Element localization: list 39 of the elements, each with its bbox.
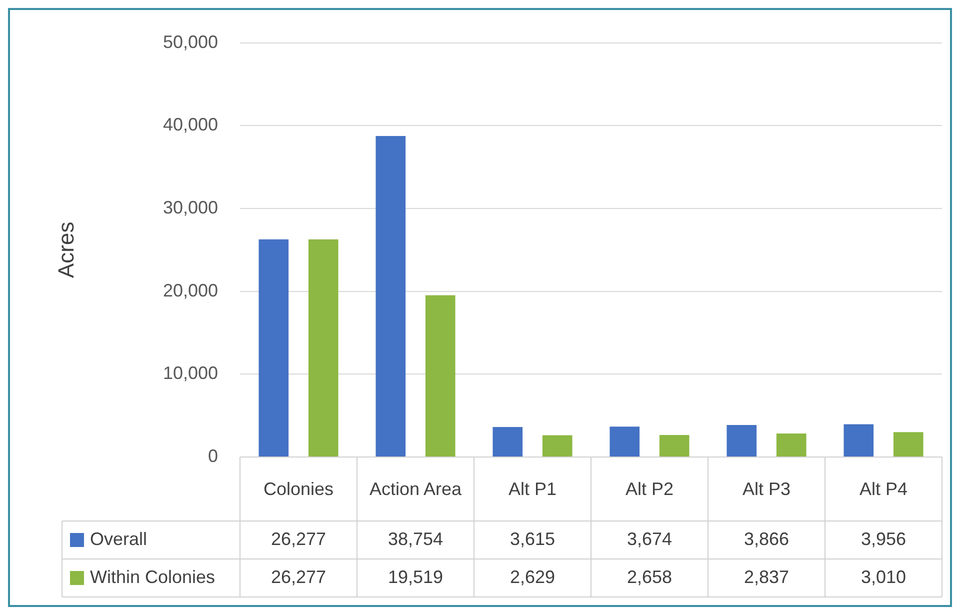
data-label: 19,519 bbox=[388, 566, 444, 587]
y-tick-label: 0 bbox=[208, 446, 218, 466]
x-tick-label: Action Area bbox=[369, 478, 463, 499]
x-tick-label: Colonies bbox=[263, 478, 334, 499]
data-label: 3,615 bbox=[510, 528, 556, 549]
bar bbox=[425, 295, 456, 456]
bar bbox=[844, 424, 874, 456]
legend-label: Within Colonies bbox=[90, 566, 216, 587]
y-tick-label: 50,000 bbox=[162, 32, 218, 52]
bar bbox=[659, 434, 690, 456]
bar bbox=[376, 136, 406, 456]
bar bbox=[776, 434, 806, 456]
data-label: 3,866 bbox=[744, 528, 790, 549]
bar bbox=[492, 427, 523, 456]
data-label: 38,754 bbox=[388, 528, 444, 549]
bar bbox=[308, 239, 338, 456]
x-tick-label: Alt P4 bbox=[859, 478, 908, 499]
x-tick-label: Alt P3 bbox=[742, 478, 791, 499]
bar bbox=[542, 435, 572, 456]
data-label: 2,658 bbox=[626, 566, 672, 587]
x-tick-label: Alt P2 bbox=[625, 478, 674, 499]
data-label: 3,674 bbox=[626, 528, 672, 549]
y-tick-label: 30,000 bbox=[162, 197, 218, 218]
x-tick-label: Alt P1 bbox=[508, 478, 557, 499]
data-label: 3,956 bbox=[860, 528, 906, 549]
y-tick-label: 10,000 bbox=[162, 363, 218, 384]
y-tick-label: 40,000 bbox=[162, 114, 218, 135]
data-label: 2,837 bbox=[744, 566, 790, 587]
bar bbox=[610, 426, 640, 456]
y-tick-label: 20,000 bbox=[162, 280, 218, 300]
y-axis-title: Acres bbox=[53, 222, 78, 278]
legend-label: Overall bbox=[90, 528, 148, 549]
data-label: 2,629 bbox=[510, 566, 556, 587]
bar bbox=[893, 432, 924, 456]
data-label: 26,277 bbox=[270, 528, 326, 549]
bar bbox=[258, 239, 289, 456]
data-label: 3,010 bbox=[860, 566, 906, 587]
bar bbox=[726, 424, 757, 456]
data-label: 26,277 bbox=[270, 566, 326, 587]
